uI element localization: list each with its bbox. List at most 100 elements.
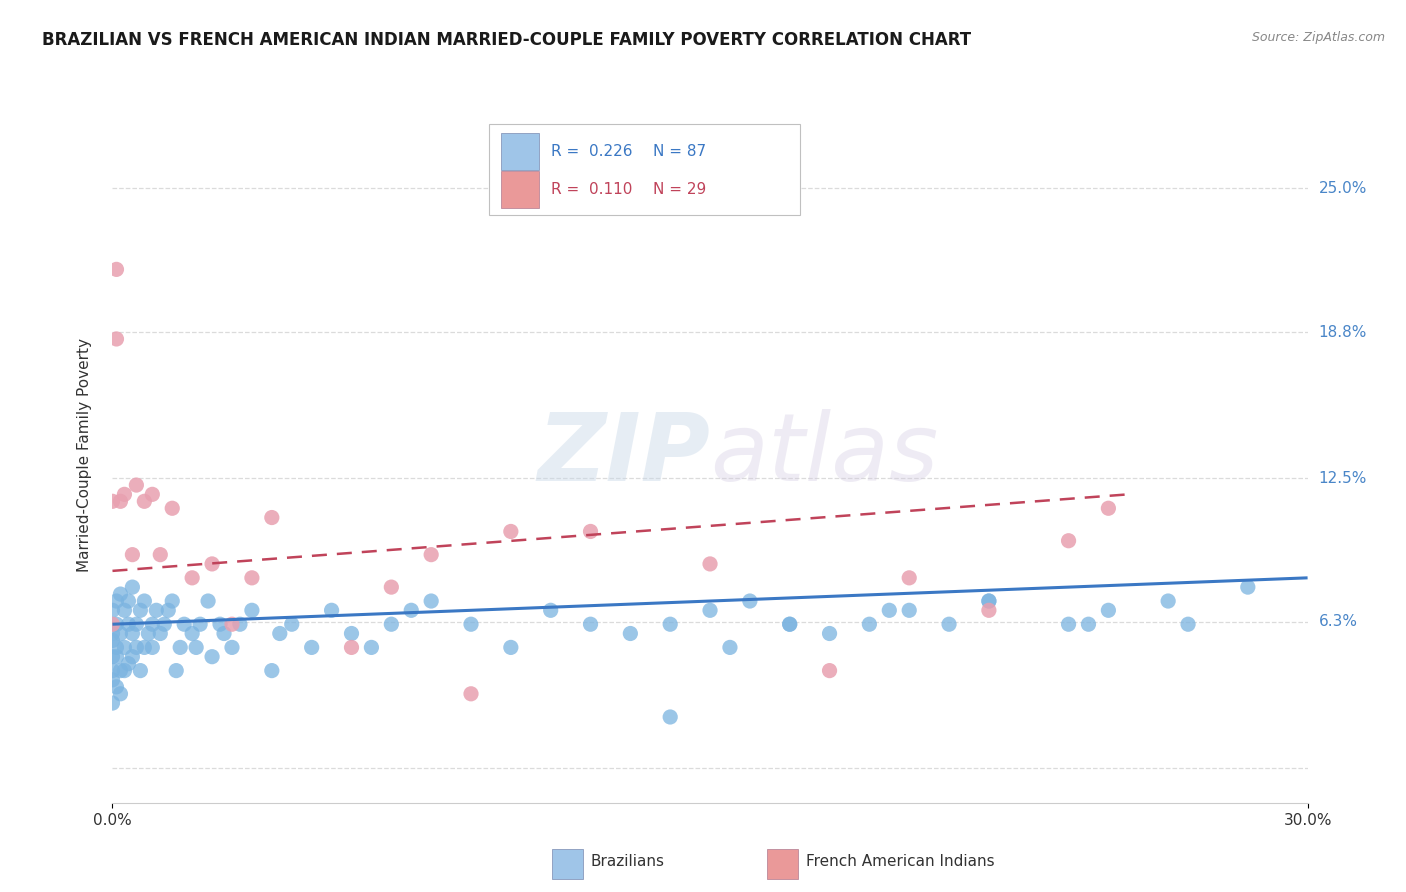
Point: [105, 649, 128, 664]
Text: ZIP: ZIP: [537, 409, 710, 501]
Point: [221, 617, 243, 632]
Point: [301, 640, 323, 655]
Point: [540, 603, 562, 617]
Point: [121, 580, 143, 594]
Text: N = 29: N = 29: [652, 182, 706, 197]
Text: French American Indians: French American Indians: [806, 855, 994, 870]
Point: [420, 594, 443, 608]
Point: [169, 640, 191, 655]
Point: [162, 594, 183, 608]
Point: [145, 603, 167, 617]
Point: [360, 640, 382, 655]
Point: [1097, 501, 1119, 516]
Point: [201, 557, 224, 571]
Point: [401, 603, 423, 617]
Point: [101, 603, 124, 617]
FancyBboxPatch shape: [553, 849, 583, 879]
Point: [186, 640, 208, 655]
Point: [260, 664, 283, 678]
Point: [779, 617, 801, 632]
Point: [1237, 580, 1260, 594]
Point: [101, 494, 124, 508]
Point: [260, 510, 283, 524]
Point: [105, 332, 128, 346]
Text: Brazilians: Brazilians: [591, 855, 665, 870]
Point: [125, 617, 148, 632]
Point: [779, 617, 801, 632]
Point: [380, 617, 402, 632]
Point: [114, 487, 135, 501]
Point: [134, 494, 156, 508]
Point: [105, 262, 128, 277]
Point: [858, 617, 880, 632]
Text: R =  0.110: R = 0.110: [551, 182, 633, 197]
Point: [141, 487, 163, 501]
Point: [110, 494, 132, 508]
Point: [114, 640, 135, 655]
Point: [141, 640, 163, 655]
Point: [149, 548, 172, 562]
Point: [659, 710, 682, 724]
Point: [188, 617, 211, 632]
Point: [460, 687, 482, 701]
Point: [121, 548, 143, 562]
Point: [197, 594, 219, 608]
Point: [1097, 603, 1119, 617]
Text: R =  0.226: R = 0.226: [551, 145, 633, 159]
Point: [101, 633, 124, 648]
Point: [977, 594, 1000, 608]
Point: [1057, 533, 1080, 548]
Point: [619, 626, 641, 640]
Point: [579, 524, 602, 539]
Point: [240, 603, 263, 617]
Point: [110, 687, 132, 701]
Point: [1057, 617, 1080, 632]
FancyBboxPatch shape: [501, 171, 538, 208]
Point: [212, 626, 235, 640]
Point: [125, 478, 148, 492]
Point: [201, 649, 224, 664]
Point: [718, 640, 741, 655]
Point: [460, 617, 482, 632]
Point: [977, 603, 1000, 617]
Point: [134, 640, 156, 655]
Point: [121, 649, 143, 664]
FancyBboxPatch shape: [501, 134, 538, 169]
FancyBboxPatch shape: [489, 124, 800, 215]
Point: [114, 664, 135, 678]
Text: 12.5%: 12.5%: [1319, 471, 1367, 485]
Point: [110, 664, 132, 678]
Point: [110, 626, 132, 640]
Text: 25.0%: 25.0%: [1319, 181, 1367, 195]
Point: [110, 587, 132, 601]
Point: [229, 617, 252, 632]
Point: [117, 657, 139, 671]
Point: [181, 626, 204, 640]
Point: [738, 594, 761, 608]
Text: 18.8%: 18.8%: [1319, 325, 1367, 340]
Point: [134, 594, 156, 608]
Point: [165, 664, 187, 678]
Point: [281, 617, 304, 632]
Point: [101, 649, 124, 664]
Point: [105, 617, 128, 632]
Point: [340, 626, 363, 640]
Point: [898, 571, 921, 585]
Point: [340, 640, 363, 655]
Point: [499, 524, 522, 539]
Point: [1177, 617, 1199, 632]
Point: [499, 640, 522, 655]
Point: [117, 594, 139, 608]
Point: [149, 626, 172, 640]
Point: [101, 626, 124, 640]
Text: atlas: atlas: [710, 409, 938, 500]
Point: [181, 571, 204, 585]
Point: [240, 571, 263, 585]
Point: [659, 617, 682, 632]
Point: [105, 640, 128, 655]
Point: [101, 696, 124, 710]
Y-axis label: Married-Couple Family Poverty: Married-Couple Family Poverty: [77, 338, 91, 572]
Point: [380, 580, 402, 594]
Point: [818, 626, 841, 640]
Point: [162, 501, 183, 516]
